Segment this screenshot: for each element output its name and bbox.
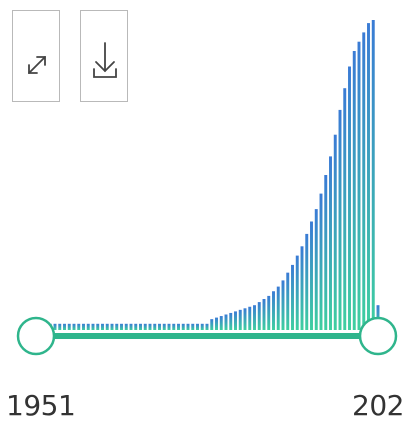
histogram-bar-1992	[229, 312, 233, 330]
histogram-bar-2004	[286, 272, 290, 330]
histogram-bar-2014	[333, 134, 337, 330]
histogram-bar-1985	[196, 323, 199, 330]
histogram-bar-1976	[153, 323, 157, 330]
histogram-bar-1973	[139, 323, 142, 330]
histogram-bar-2022	[371, 20, 375, 330]
histogram-bar-1999	[262, 299, 266, 330]
histogram-bar-2016	[343, 88, 347, 330]
range-handle-start[interactable]	[16, 316, 56, 356]
histogram-bar-1982	[181, 323, 185, 330]
histogram-bar-1988	[210, 319, 214, 330]
histogram-bar-2008	[305, 233, 309, 330]
histogram-bar-1962	[86, 323, 90, 330]
histogram-bar-2013	[329, 156, 332, 330]
histogram-bar-1971	[129, 323, 133, 330]
download-icon	[93, 42, 117, 78]
histogram-bar-2000	[267, 295, 271, 330]
histogram-bar-1957	[63, 323, 66, 330]
histogram-bar-1980	[172, 323, 176, 330]
histogram-bar-1986	[200, 323, 204, 330]
histogram-bar-1958	[67, 323, 71, 330]
histogram-bar-1977	[158, 323, 161, 330]
histogram-bar-2020	[362, 32, 366, 331]
histogram-bar-1961	[82, 323, 85, 330]
histogram-bar-2003	[281, 280, 285, 330]
histogram-bar-1994	[238, 309, 242, 330]
histogram-bar-1990	[219, 316, 223, 330]
histogram-bar-2015	[338, 109, 342, 331]
histogram-bar-1983	[186, 323, 190, 330]
histogram-bar-1984	[191, 323, 195, 330]
histogram-bar-2019	[357, 41, 361, 330]
histogram-bar-1978	[162, 323, 166, 330]
histogram-bar-2007	[300, 246, 304, 330]
expand-button[interactable]	[12, 10, 60, 102]
download-button[interactable]	[80, 10, 128, 102]
histogram-bar-1979	[167, 323, 171, 330]
histogram-bar-2001	[272, 291, 275, 330]
histogram-bar-1991	[224, 314, 228, 330]
range-track[interactable]	[36, 333, 378, 339]
histogram-bar-1955	[53, 323, 57, 330]
histogram-bar-2017	[348, 66, 351, 330]
histogram-bar-1964	[96, 323, 100, 330]
histogram-bar-1974	[143, 323, 147, 330]
histogram-bar-2010	[314, 209, 318, 330]
histogram-bar-1963	[91, 323, 95, 330]
range-handle-end[interactable]	[358, 316, 398, 356]
histogram-bar-2005	[291, 264, 294, 330]
histogram-bar-1997	[253, 305, 256, 330]
histogram-bar-2009	[310, 221, 313, 330]
histogram-bar-2002	[276, 286, 280, 330]
histogram-bar-2006	[295, 255, 299, 330]
histogram-bar-1967	[110, 323, 114, 330]
histogram-bar-1989	[215, 317, 218, 330]
histogram-bar-1956	[58, 323, 62, 330]
histogram-bar-1993	[234, 311, 237, 330]
histogram-bar-2021	[367, 23, 370, 330]
range-start-label: 1951	[6, 389, 76, 422]
histogram-bar-2012	[324, 175, 328, 330]
histogram-bar-1987	[205, 323, 209, 330]
histogram-bar-1995	[243, 308, 247, 330]
range-end-label: 2023	[352, 389, 406, 422]
histogram-bar-1969	[120, 323, 123, 330]
histogram-bar-1966	[105, 323, 109, 330]
expand-arrows-icon	[28, 56, 46, 74]
histogram-bar-1981	[177, 323, 180, 330]
histogram-bar-1970	[124, 323, 128, 330]
histogram-bar-1972	[134, 323, 138, 330]
histogram-bar-2011	[319, 193, 323, 330]
histogram-bar-1975	[148, 323, 152, 330]
histogram-bar-1996	[248, 306, 252, 330]
histogram-bar-1965	[101, 323, 104, 330]
histogram-bar-1998	[257, 302, 261, 330]
histogram-bar-2018	[352, 51, 356, 330]
histogram-bars	[34, 20, 380, 331]
histogram-bar-1959	[72, 323, 76, 330]
histogram-bar-1968	[115, 323, 119, 330]
histogram-bar-1960	[77, 323, 81, 330]
